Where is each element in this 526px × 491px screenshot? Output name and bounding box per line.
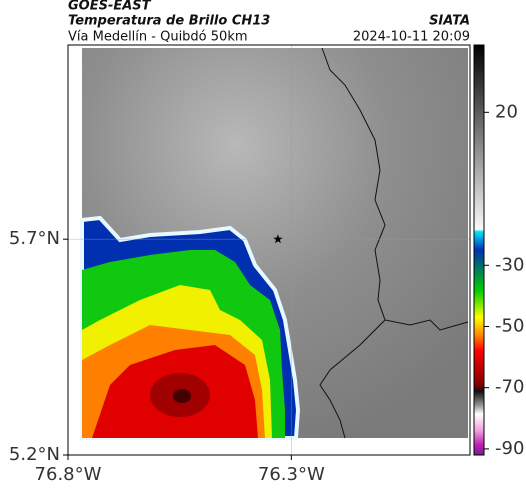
lat-tick-label: 5.7°N: [9, 228, 60, 249]
colorbar-tick-label: 20: [495, 101, 518, 122]
title: Temperatura de Brillo CH13: [68, 14, 270, 29]
datetime: 2024-10-11 20:09: [353, 30, 470, 45]
colorbar-tick-label: -50: [495, 315, 524, 336]
map-border: [67, 44, 471, 456]
agency: GOES-EAST: [68, 0, 152, 14]
location-marker: [273, 234, 283, 244]
subtitle: Vía Medellín - Quibdó 50km: [68, 30, 248, 45]
colorbar-tick-label: -70: [495, 377, 524, 398]
cloud-core: [173, 389, 191, 403]
lat-tick-label: 5.2°N: [9, 444, 60, 465]
source: SIATA: [429, 14, 470, 29]
colorbar-tick-label: -90: [495, 438, 524, 459]
colorbar: [473, 44, 485, 456]
border: [319, 319, 386, 439]
colorbar-tick-label: -30: [495, 254, 524, 275]
lon-tick-label: 76.3°W: [258, 464, 325, 485]
border: [321, 47, 469, 331]
lon-tick-label: 76.8°W: [35, 464, 102, 485]
map: [67, 45, 470, 456]
